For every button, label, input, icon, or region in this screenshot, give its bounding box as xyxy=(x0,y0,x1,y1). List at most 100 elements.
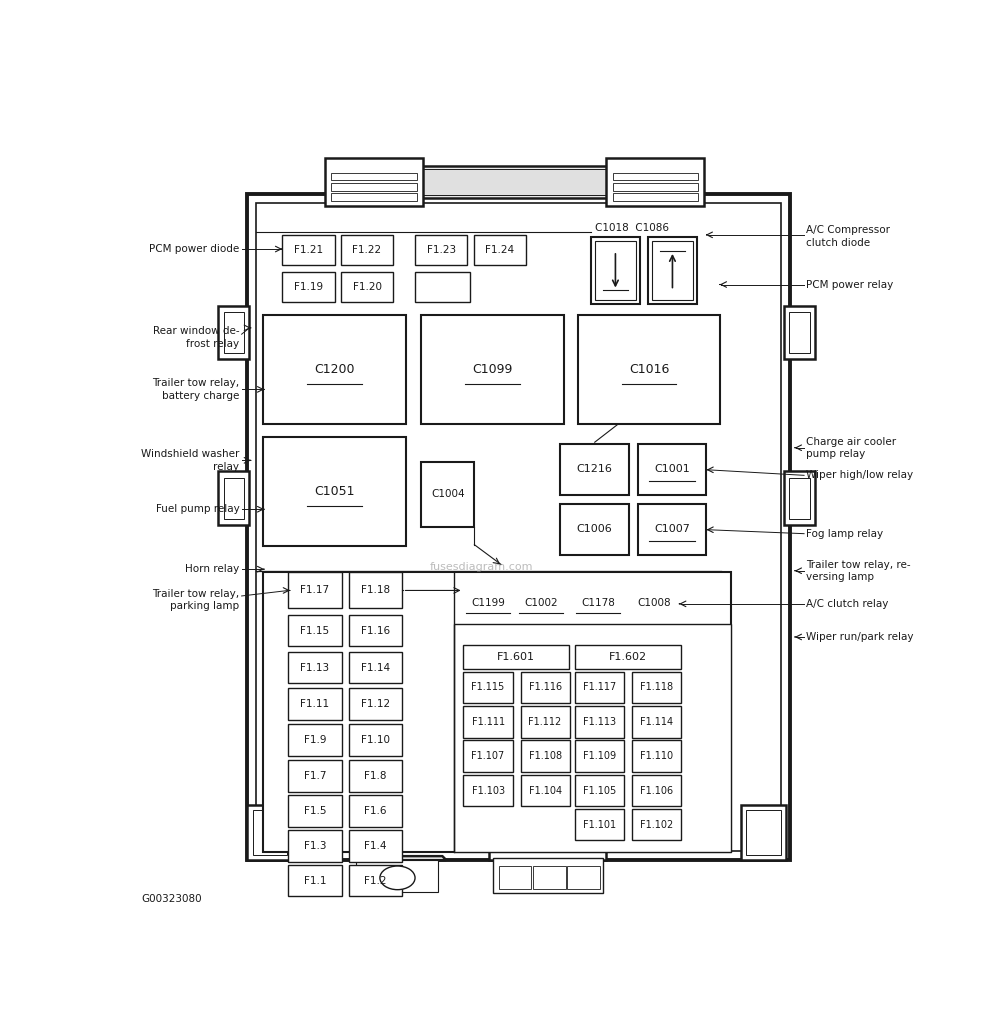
Bar xyxy=(353,169,688,195)
Text: F1.109: F1.109 xyxy=(584,751,616,761)
Bar xyxy=(576,707,624,738)
Bar xyxy=(638,443,707,495)
Bar xyxy=(489,800,607,860)
Bar xyxy=(576,645,680,669)
Bar xyxy=(288,725,342,756)
Bar xyxy=(632,672,681,703)
Text: F1.7: F1.7 xyxy=(303,771,327,780)
Bar xyxy=(652,241,694,300)
Bar xyxy=(746,810,780,855)
Text: C1018  C1086: C1018 C1086 xyxy=(595,223,668,232)
Text: F1.107: F1.107 xyxy=(472,751,505,761)
Bar xyxy=(613,173,698,180)
Bar xyxy=(784,471,815,525)
Text: C1199: C1199 xyxy=(471,598,505,608)
Bar xyxy=(349,572,402,608)
Bar xyxy=(576,809,624,841)
Text: Windshield washer
relay: Windshield washer relay xyxy=(141,450,239,471)
Bar xyxy=(349,166,692,198)
Bar xyxy=(607,159,704,206)
Bar xyxy=(520,775,570,807)
Text: F1.21: F1.21 xyxy=(294,245,323,255)
Bar xyxy=(464,740,513,772)
Bar xyxy=(493,858,603,893)
Bar xyxy=(784,306,815,359)
Text: Trailer tow relay,
battery charge: Trailer tow relay, battery charge xyxy=(152,378,239,400)
Text: F1.17: F1.17 xyxy=(300,585,330,595)
Bar xyxy=(349,760,402,792)
Text: F1.2: F1.2 xyxy=(364,876,386,886)
Text: Rear window de-
frost relay: Rear window de- frost relay xyxy=(152,327,239,348)
Bar xyxy=(632,707,681,738)
Bar xyxy=(282,272,335,302)
Text: F1.22: F1.22 xyxy=(353,245,382,255)
Bar xyxy=(576,740,624,772)
Bar xyxy=(247,805,292,860)
Text: F1.116: F1.116 xyxy=(528,682,561,692)
Bar xyxy=(288,760,342,792)
Bar xyxy=(349,796,402,827)
Text: F1.112: F1.112 xyxy=(528,717,561,727)
Text: F1.11: F1.11 xyxy=(300,699,330,709)
Bar xyxy=(288,652,342,683)
Bar xyxy=(454,624,732,852)
Text: F1.12: F1.12 xyxy=(361,699,390,709)
Bar xyxy=(263,437,405,546)
Bar xyxy=(576,775,624,807)
Bar xyxy=(464,581,513,626)
Text: F1.10: F1.10 xyxy=(361,735,390,745)
Bar xyxy=(632,740,681,772)
Text: F1.117: F1.117 xyxy=(584,682,617,692)
Text: C1216: C1216 xyxy=(577,465,613,474)
Text: F1.602: F1.602 xyxy=(609,651,647,662)
Bar xyxy=(516,581,565,626)
Text: F1.24: F1.24 xyxy=(485,245,514,255)
Bar xyxy=(288,796,342,827)
Bar xyxy=(520,707,570,738)
Text: F1.20: F1.20 xyxy=(353,282,381,292)
Bar xyxy=(263,315,405,424)
Bar xyxy=(349,688,402,720)
Text: Trailer tow relay,
parking lamp: Trailer tow relay, parking lamp xyxy=(152,589,239,611)
Bar xyxy=(464,672,513,703)
Bar xyxy=(415,272,470,302)
Text: C1004: C1004 xyxy=(431,489,465,500)
Text: C1002: C1002 xyxy=(524,598,558,608)
Bar xyxy=(421,462,475,526)
Text: F1.104: F1.104 xyxy=(528,785,561,796)
Text: F1.16: F1.16 xyxy=(361,626,390,636)
Bar xyxy=(638,504,707,555)
Text: F1.4: F1.4 xyxy=(364,841,386,851)
Bar xyxy=(464,707,513,738)
Bar xyxy=(341,272,393,302)
Bar xyxy=(218,306,249,359)
Bar xyxy=(533,865,565,889)
Bar xyxy=(415,234,468,265)
Text: F1.110: F1.110 xyxy=(640,751,673,761)
Bar xyxy=(349,830,402,861)
Ellipse shape xyxy=(380,866,415,890)
Text: F1.115: F1.115 xyxy=(472,682,505,692)
Bar xyxy=(326,159,423,206)
Bar xyxy=(341,234,393,265)
Text: C1001: C1001 xyxy=(654,465,689,474)
Bar xyxy=(595,241,636,300)
Text: F1.601: F1.601 xyxy=(497,651,535,662)
Bar xyxy=(613,183,698,190)
Text: F1.102: F1.102 xyxy=(640,819,673,829)
Bar xyxy=(520,740,570,772)
Text: A/C clutch relay: A/C clutch relay xyxy=(805,599,888,609)
Text: fusesdiagram.com: fusesdiagram.com xyxy=(429,562,533,571)
Bar xyxy=(789,477,809,519)
Polygon shape xyxy=(349,856,447,860)
Text: F1.23: F1.23 xyxy=(426,245,456,255)
Bar xyxy=(648,238,698,304)
Text: F1.114: F1.114 xyxy=(640,717,673,727)
Bar xyxy=(282,234,335,265)
Bar xyxy=(520,672,570,703)
Text: Wiper run/park relay: Wiper run/park relay xyxy=(805,632,913,642)
Text: G00323080: G00323080 xyxy=(141,894,203,904)
Text: F1.18: F1.18 xyxy=(361,585,390,595)
Text: F1.15: F1.15 xyxy=(300,626,330,636)
Text: F1.1: F1.1 xyxy=(303,876,327,886)
